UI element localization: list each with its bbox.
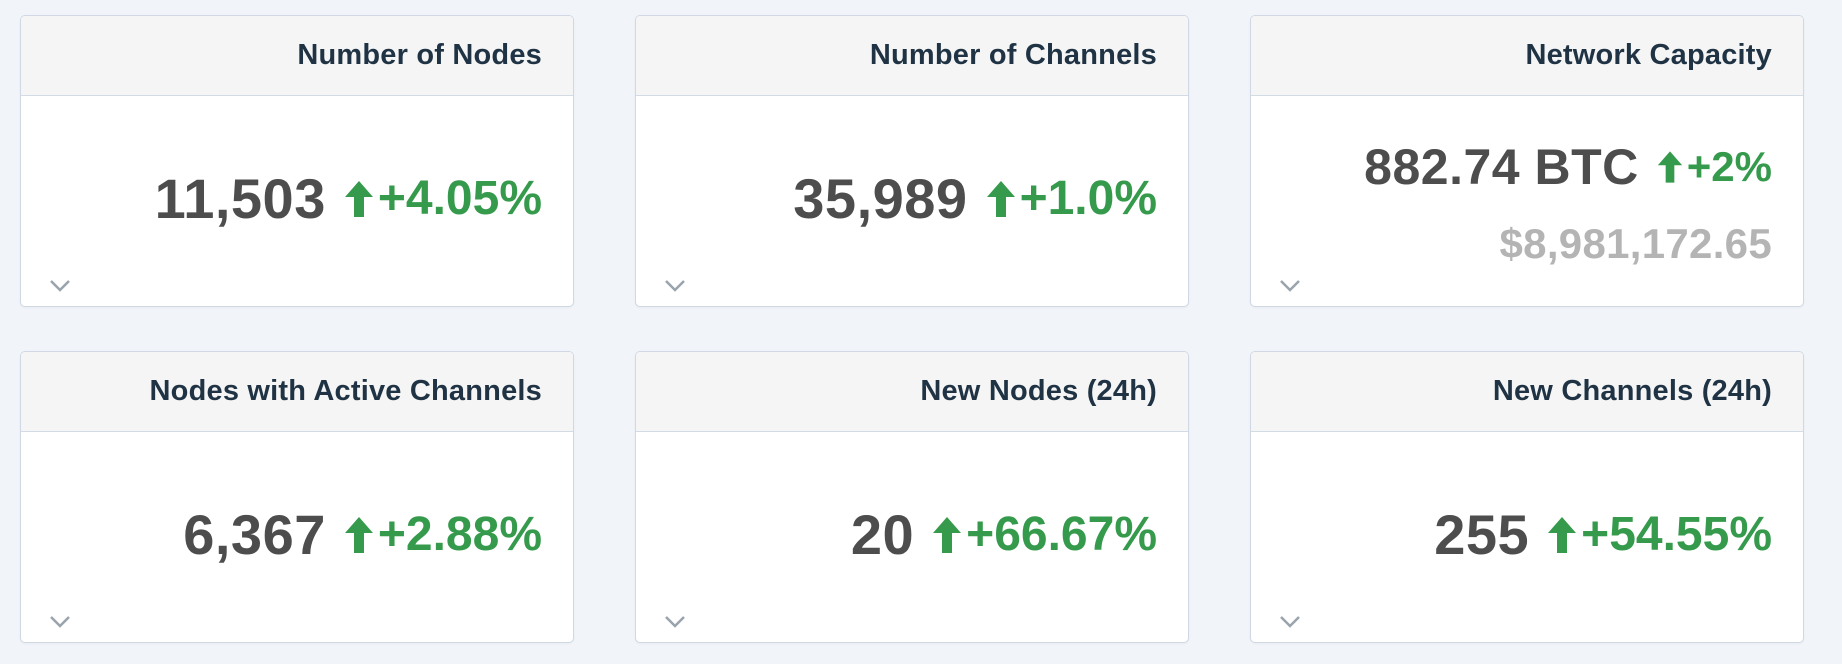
card-network-capacity: Network Capacity 882.74 BTC +2% $8,981,1… [1250, 15, 1804, 307]
card-title: Number of Nodes [297, 39, 542, 71]
stat-value: 35,989 [793, 167, 968, 230]
change-indicator: +1.0% [986, 171, 1157, 226]
change-indicator: +66.67% [932, 507, 1157, 562]
arrow-up-icon [1657, 150, 1683, 184]
arrow-up-icon [1547, 516, 1577, 554]
card-body: 255 +54.55% [1251, 432, 1803, 642]
card-title: Network Capacity [1525, 39, 1772, 71]
chevron-down-icon[interactable] [1279, 279, 1301, 293]
card-body: 35,989 +1.0% [636, 96, 1188, 306]
card-title: New Channels (24h) [1492, 375, 1772, 407]
change-percent: +66.67% [966, 508, 1157, 561]
change-percent: +1.0% [1019, 172, 1157, 225]
arrow-up-icon [932, 516, 962, 554]
card-title: New Nodes (24h) [920, 375, 1157, 407]
value-row: 11,503 +4.05% [155, 166, 542, 231]
arrow-up-icon [344, 180, 374, 218]
card-body: 11,503 +4.05% [21, 96, 573, 306]
change-indicator: +2.88% [344, 507, 542, 562]
stat-value: 11,503 [154, 167, 326, 230]
card-number-of-nodes: Number of Nodes 11,503 +4.05% [20, 15, 574, 307]
value-row: 35,989 +1.0% [793, 166, 1157, 231]
stat-value: 20 [850, 503, 915, 566]
change-percent: +2.88% [377, 508, 542, 561]
chevron-down-icon[interactable] [1279, 615, 1301, 629]
chevron-down-icon[interactable] [664, 615, 686, 629]
chevron-down-icon[interactable] [49, 615, 71, 629]
change-indicator: +2% [1657, 143, 1772, 191]
stat-value: 6,367 [183, 503, 326, 566]
value-row: 882.74 BTC +2% [1364, 138, 1772, 196]
card-title: Number of Channels [869, 39, 1157, 71]
change-percent: +4.05% [377, 172, 542, 225]
card-new-nodes-24h: New Nodes (24h) 20 +66.67% [635, 351, 1189, 643]
stat-value: 255 [1434, 503, 1530, 566]
change-percent: +54.55% [1581, 508, 1772, 561]
arrow-up-icon [986, 180, 1016, 218]
card-header: Number of Nodes [21, 16, 573, 96]
change-percent: +2% [1686, 143, 1772, 190]
value-row: 6,367 +2.88% [183, 502, 542, 567]
value-row: 255 +54.55% [1434, 502, 1772, 567]
card-body: 20 +66.67% [636, 432, 1188, 642]
change-indicator: +4.05% [344, 171, 542, 226]
stat-value: 882.74 BTC [1364, 139, 1639, 195]
card-nodes-with-active-channels: Nodes with Active Channels 6,367 +2.88% [20, 351, 574, 643]
card-header: New Nodes (24h) [636, 352, 1188, 432]
value-row: 20 +66.67% [851, 502, 1157, 567]
chevron-down-icon[interactable] [664, 279, 686, 293]
card-title: Nodes with Active Channels [149, 375, 542, 407]
change-indicator: +54.55% [1547, 507, 1772, 562]
card-number-of-channels: Number of Channels 35,989 +1.0% [635, 15, 1189, 307]
arrow-up-icon [344, 516, 374, 554]
card-header: Network Capacity [1251, 16, 1803, 96]
card-header: New Channels (24h) [1251, 352, 1803, 432]
card-header: Nodes with Active Channels [21, 352, 573, 432]
card-body: 6,367 +2.88% [21, 432, 573, 642]
card-new-channels-24h: New Channels (24h) 255 +54.55% [1250, 351, 1804, 643]
card-header: Number of Channels [636, 16, 1188, 96]
usd-value: $8,981,172.65 [1499, 220, 1772, 267]
chevron-down-icon[interactable] [49, 279, 71, 293]
card-body: 882.74 BTC +2% $8,981,172.65 [1251, 96, 1803, 306]
